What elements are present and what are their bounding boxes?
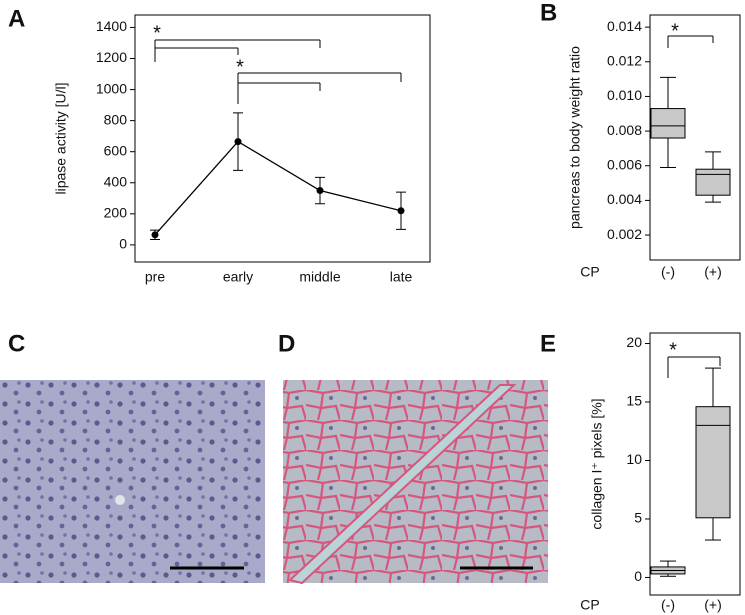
data-point <box>151 231 159 239</box>
y-tick-label: 0.012 <box>607 52 642 68</box>
box <box>650 108 686 139</box>
significance-star: * <box>669 339 677 361</box>
y-tick-label: 1400 <box>96 18 127 34</box>
plot-frame <box>649 332 741 596</box>
panel-label: E <box>540 330 556 357</box>
x-tick-label: pre <box>145 269 165 285</box>
y-tick-label: 0.006 <box>607 156 642 172</box>
plot-frame <box>134 14 431 263</box>
duct <box>287 384 517 585</box>
data-point <box>316 187 324 195</box>
data-line <box>154 140 402 236</box>
x-tick-label: (-) <box>661 597 675 613</box>
x-axis-label: CP <box>580 264 599 280</box>
panel-label: B <box>540 0 557 26</box>
y-tick-label: 0 <box>634 568 642 584</box>
x-tick-label: (+) <box>704 597 722 613</box>
y-tick-label: 600 <box>104 142 128 158</box>
y-tick-label: 0 <box>119 236 127 252</box>
x-tick-label: (-) <box>661 264 675 280</box>
significance-star: * <box>236 56 244 78</box>
data-point <box>234 138 242 146</box>
plot-frame <box>649 14 741 261</box>
y-tick-label: 1200 <box>96 49 127 65</box>
y-tick-label: 20 <box>626 334 642 350</box>
y-tick-label: 0.004 <box>607 191 642 207</box>
panel-d: D <box>278 330 548 585</box>
panel-c: C <box>0 330 265 583</box>
y-tick-label: 0.010 <box>607 87 642 103</box>
y-axis-label: lipase activity [U/l] <box>53 82 69 194</box>
vessel <box>115 495 125 505</box>
micrograph <box>0 380 265 583</box>
y-tick-label: 800 <box>104 111 128 127</box>
y-axis-label: pancreas to body weight ratio <box>567 46 583 229</box>
y-tick-label: 0.002 <box>607 226 642 242</box>
y-tick-label: 1000 <box>96 80 127 96</box>
box <box>695 406 731 519</box>
y-tick-label: 0.014 <box>607 18 642 34</box>
x-tick-label: late <box>390 269 413 285</box>
y-tick-label: 5 <box>634 510 642 526</box>
x-tick-label: middle <box>299 269 340 285</box>
significance-star: * <box>153 22 161 44</box>
box <box>695 168 731 196</box>
x-tick-label: early <box>223 269 253 285</box>
y-tick-label: 200 <box>104 205 128 221</box>
significance-star: * <box>671 20 679 42</box>
data-point <box>397 207 405 215</box>
y-tick-label: 0.008 <box>607 122 642 138</box>
y-tick-label: 10 <box>626 451 642 467</box>
panel-label: D <box>278 330 295 357</box>
x-axis-label: CP <box>580 597 599 613</box>
x-tick-label: (+) <box>704 264 722 280</box>
panel-label: A <box>8 5 25 32</box>
y-axis-label: collagen I⁺ pixels [%] <box>589 398 605 529</box>
panel-label: C <box>8 330 25 357</box>
y-tick-label: 15 <box>626 393 642 409</box>
y-tick-label: 400 <box>104 173 128 189</box>
